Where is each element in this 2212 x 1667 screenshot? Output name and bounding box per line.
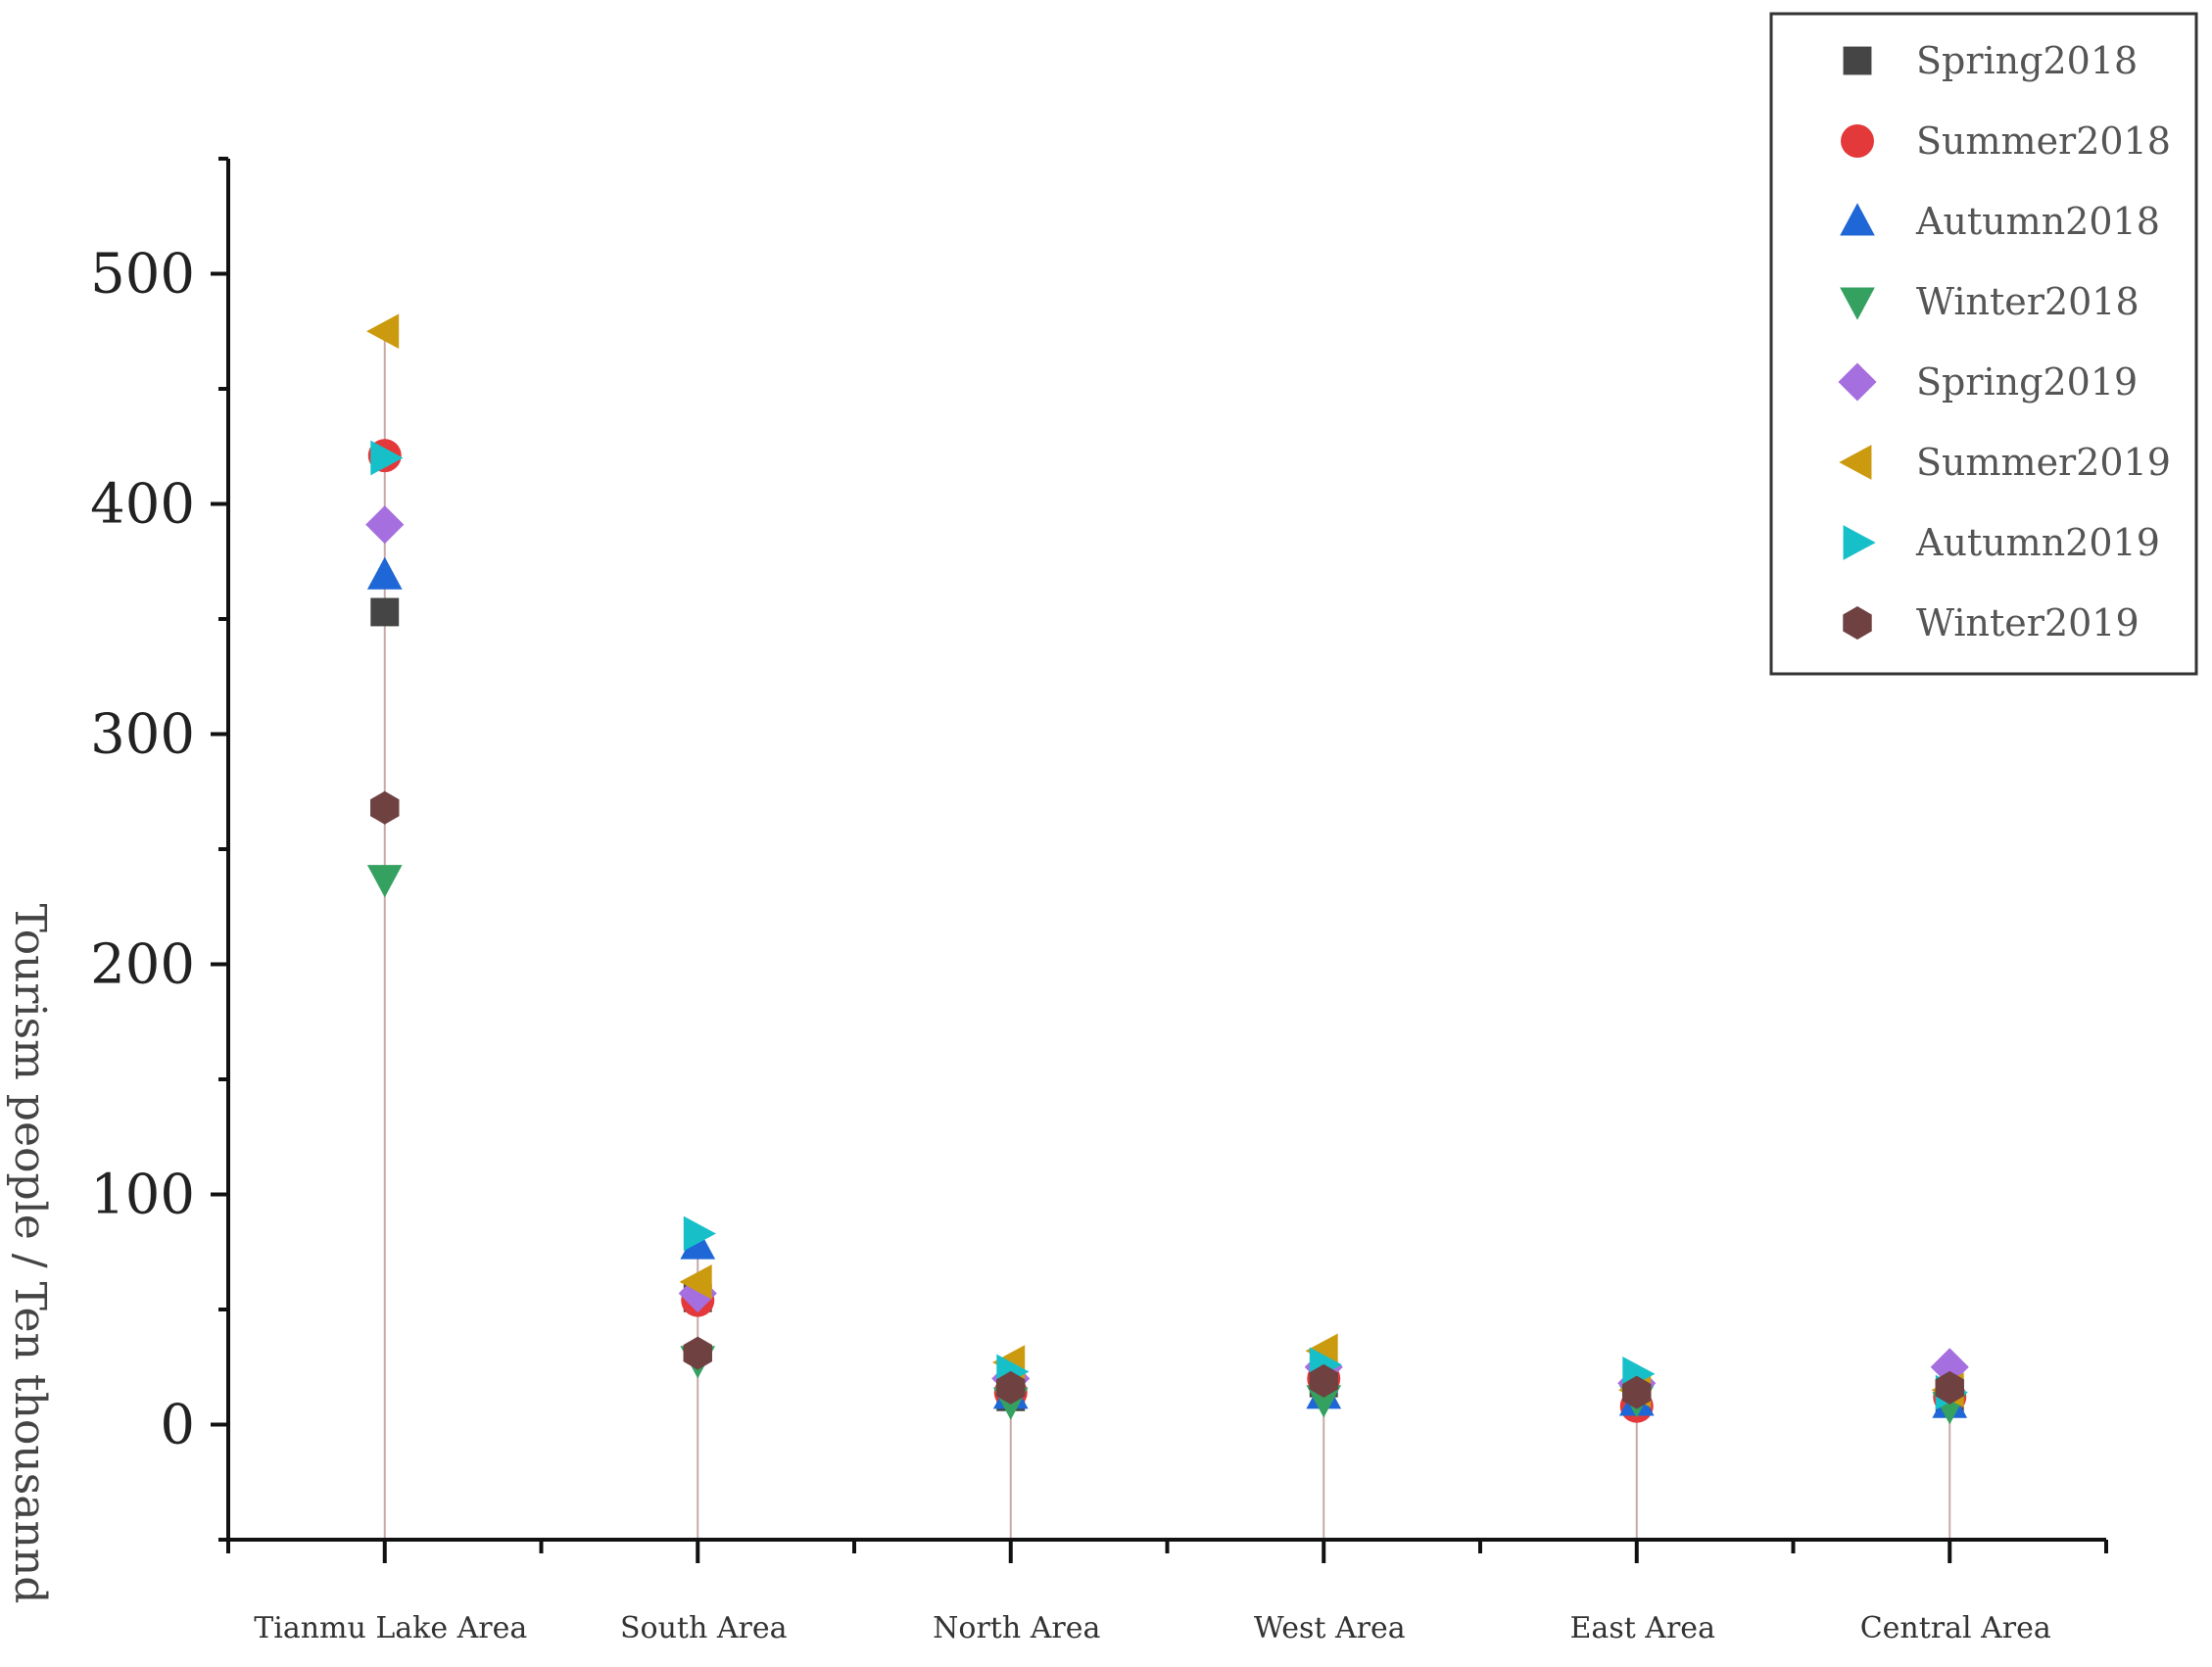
point-summer2019-south-area [679,1263,712,1300]
point-winter2019-south-area [683,1336,712,1370]
x-tick-label-east-area: East Area [1570,1611,1716,1645]
legend-label-spring2019: Spring2019 [1916,360,2138,404]
point-winter2019-west-area [1309,1363,1338,1398]
point-winter2019-central-area [1935,1370,1964,1405]
point-winter2018-tianmu-lake-area [366,865,403,898]
legend-marker-summer2018 [1841,124,1874,158]
x-axis-ticks: Tianmu Lake Area South Area North Area West… [226,1540,2108,1645]
point-autumn2019-south-area [683,1215,716,1252]
point-winter2018-west-area [1306,1385,1342,1418]
x-tick-label-west-area: West Area [1254,1611,1406,1645]
legend-label-spring2018: Spring2018 [1916,39,2138,82]
point-summer2019-tianmu-lake-area [366,313,400,350]
legend: Spring2018 Summer2018 Autumn2018 Winter2018… [1769,12,2198,676]
legend-label-autumn2019: Autumn2019 [1915,521,2160,564]
legend-label-winter2019: Winter2019 [1916,601,2140,644]
legend-marker-summer2019 [1839,445,1872,480]
legend-label-summer2019: Summer2019 [1916,441,2171,484]
y-tick-label-100: 100 [90,1164,195,1227]
point-autumn2018-tianmu-lake-area [366,556,403,590]
legend-marker-spring2019 [1838,362,1877,402]
point-autumn2019-tianmu-lake-area [370,440,404,476]
point-winter2019-tianmu-lake-area [370,790,400,825]
legend-marker-winter2019 [1843,606,1872,640]
legend-marker-spring2018 [1843,46,1872,75]
legend-marker-autumn2019 [1843,525,1876,560]
x-tick-label-tianmu-lake-area: Tianmu Lake Area [254,1611,527,1645]
point-spring2019-tianmu-lake-area [365,505,405,545]
point-winter2019-east-area [1622,1375,1652,1409]
y-tick-label-500: 500 [90,243,195,307]
point-winter2019-north-area [996,1370,1026,1405]
y-tick-label-300: 300 [90,703,195,767]
legend-box [1769,12,2198,676]
y-axis-ticks: 0 100 200 300 400 500 [90,157,228,1542]
legend-label-autumn2018: Autumn2018 [1915,200,2160,243]
x-tick-label-north-area: North Area [933,1611,1100,1645]
legend-label-summer2018: Summer2018 [1916,119,2171,163]
y-axis-title: Tourism people / Ten thousannd [5,904,55,1604]
point-spring2019-south-area [678,1274,717,1313]
point-spring2018-tianmu-lake-area [370,597,400,627]
stem-lines [383,331,1951,1540]
y-tick-label-400: 400 [90,473,195,537]
legend-label-winter2018: Winter2018 [1916,280,2140,323]
y-tick-label-0: 0 [160,1394,195,1457]
y-tick-label-200: 200 [90,933,195,997]
data-markers [365,313,1969,1425]
legend-marker-winter2018 [1840,287,1875,320]
x-tick-label-south-area: South Area [620,1611,788,1645]
legend-marker-autumn2018 [1840,203,1875,236]
x-tick-label-central-area: Central Area [1860,1611,2051,1645]
